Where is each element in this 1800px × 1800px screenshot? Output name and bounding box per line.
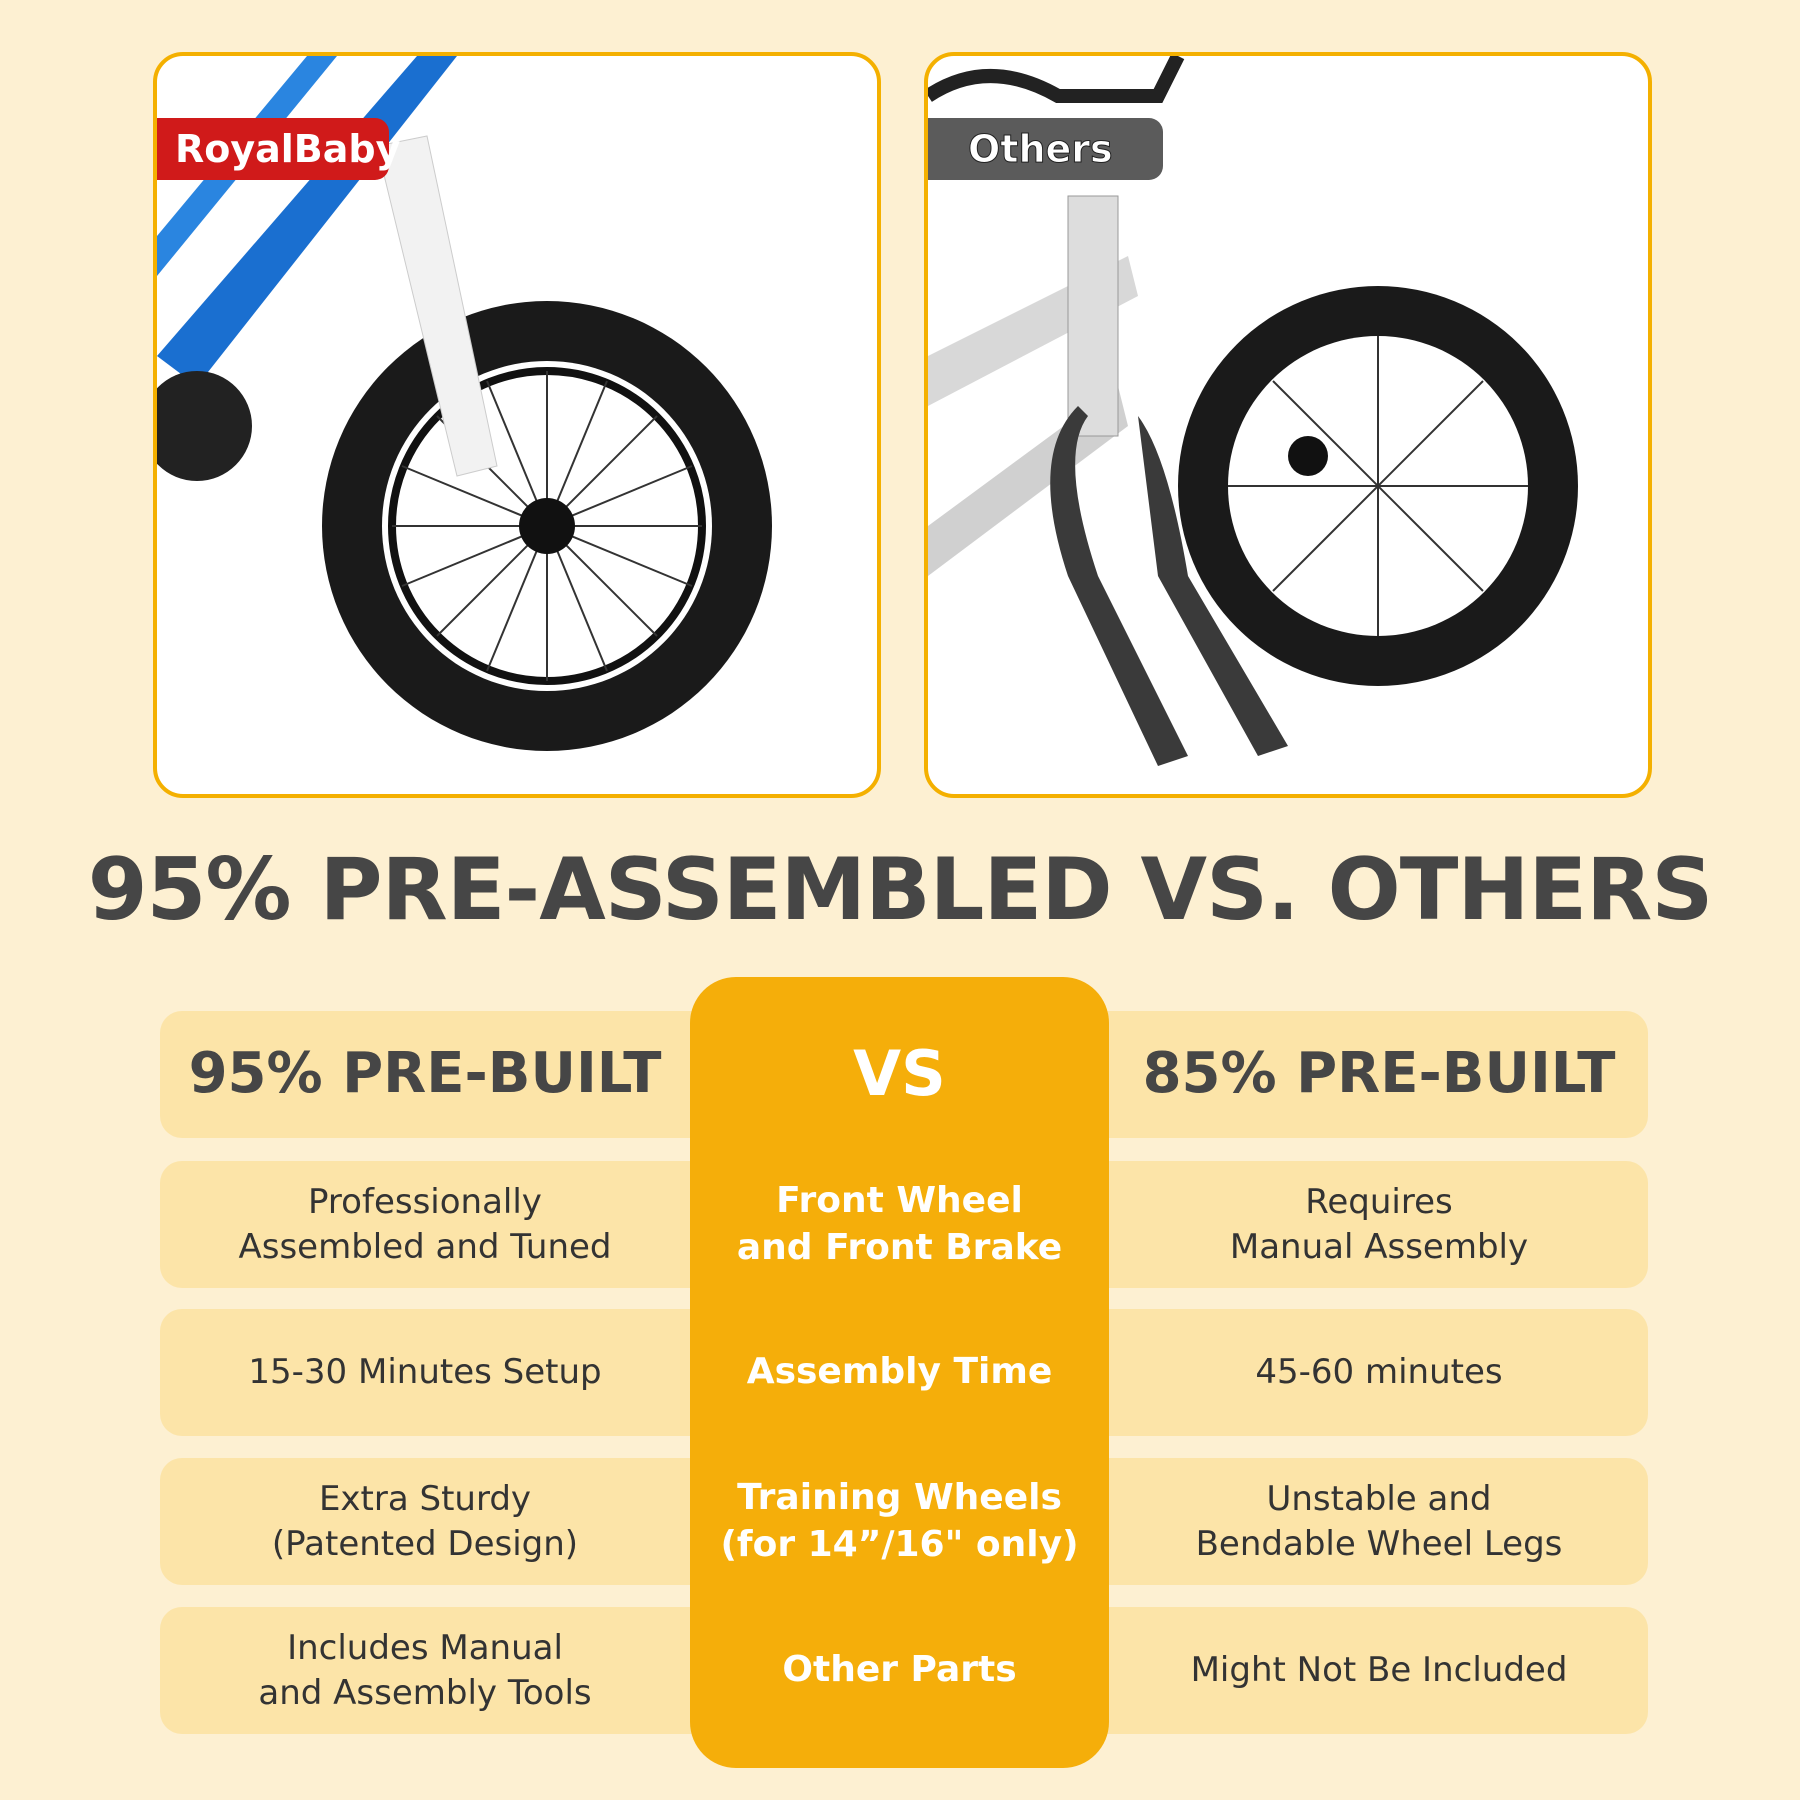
row-left: Extra Sturdy (Patented Design) bbox=[271, 1479, 579, 1564]
table-row: Extra Sturdy (Patented Design) Unstable … bbox=[160, 1458, 1648, 1585]
row-left: Professionally Assembled and Tuned bbox=[238, 1182, 612, 1267]
row-left: Includes Manual and Assembly Tools bbox=[258, 1628, 592, 1713]
row-category: Other Parts bbox=[782, 1649, 1017, 1691]
others-bike-image: Others bbox=[924, 52, 1652, 798]
page-title: 95% PRE-ASSEMBLED VS. OTHERS bbox=[87, 840, 1714, 940]
row-right: 45-60 minutes bbox=[1255, 1352, 1503, 1393]
others-label: Others bbox=[928, 118, 1163, 180]
header-left: 95% PRE-BUILT bbox=[188, 1041, 662, 1107]
royalbaby-bike-image: RoyalBaby bbox=[153, 52, 881, 798]
row-right: Requires Manual Assembly bbox=[1229, 1182, 1529, 1267]
vs-label: VS bbox=[853, 1037, 946, 1111]
row-left: 15-30 Minutes Setup bbox=[248, 1352, 602, 1393]
others-bike-illustration bbox=[928, 56, 1578, 766]
row-category: Training Wheels (for 14”/16" only) bbox=[720, 1476, 1079, 1565]
royalbaby-bike-illustration bbox=[157, 56, 772, 751]
row-category: Assembly Time bbox=[746, 1351, 1053, 1393]
royalbaby-label: RoyalBaby bbox=[157, 118, 400, 180]
row-right: Might Not Be Included bbox=[1190, 1650, 1568, 1691]
row-right: Unstable and Bendable Wheel Legs bbox=[1195, 1479, 1563, 1564]
row-category: Front Wheel and Front Brake bbox=[736, 1179, 1063, 1268]
comparison-center-column: VS Front Wheel and Front Brake Assembly … bbox=[690, 977, 1109, 1768]
header-right: 85% PRE-BUILT bbox=[1142, 1041, 1616, 1107]
